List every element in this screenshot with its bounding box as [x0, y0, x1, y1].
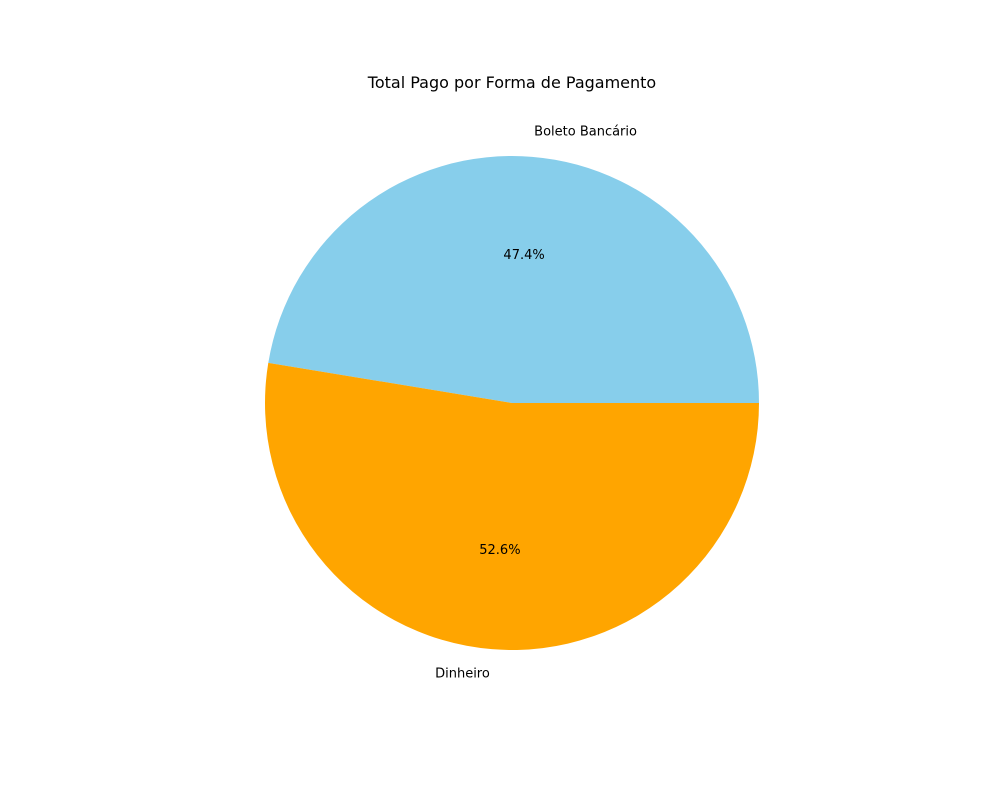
slice-pct-label-0: 47.4% — [503, 248, 544, 263]
pie-slices — [265, 155, 759, 650]
chart-title: Total Pago por Forma de Pagamento — [367, 73, 656, 92]
pie-labels: Boleto Bancário 47.4% Dinheiro 52.6% — [435, 125, 637, 682]
pie-slice-0 — [268, 155, 759, 403]
slice-label-0: Boleto Bancário — [534, 125, 637, 140]
slice-pct-label-1: 52.6% — [479, 543, 520, 558]
pie-slice-1 — [265, 362, 759, 650]
slice-label-1: Dinheiro — [435, 666, 490, 681]
